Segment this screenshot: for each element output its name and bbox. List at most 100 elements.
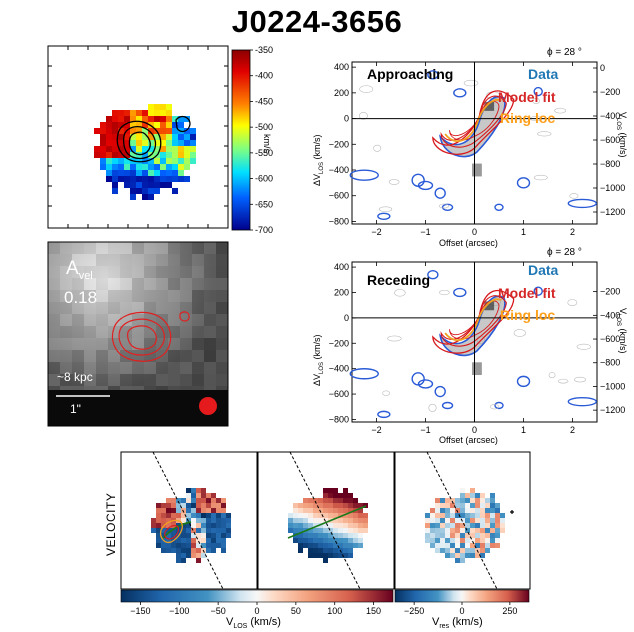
colorbar-tick-label: 50 [291,606,301,616]
bottom-pixel [480,533,485,538]
asymmetry-pixel [168,290,180,302]
bottom-pixel [328,548,333,553]
bottom-pixel [318,553,323,558]
asymmetry-pixel [216,254,228,266]
velocity-pixel [160,176,166,182]
velocity-pixel [130,176,136,182]
asymmetry-pixel [156,362,168,374]
velocity-pixel [172,188,178,194]
legend-ring-receding: Ring loc [500,307,556,323]
asymmetry-pixel [192,302,204,314]
bottom-pixel [470,518,475,523]
bottom-pixel [186,493,191,498]
asymmetry-pixel [48,302,60,314]
velocity-map-pixels [94,104,196,200]
velocity-pixel [160,116,166,122]
asymmetry-pixel [132,302,144,314]
velocity-pixel [154,182,160,188]
bottom-pixel [191,508,196,513]
asymmetry-map-pixels [48,242,228,398]
bottom-pixel [465,508,470,513]
bottom-pixel [343,553,348,558]
pv-noise-blob [358,111,368,120]
bottom-pixel [440,543,445,548]
velocity-pixel [166,176,172,182]
bottom-pixel [201,543,206,548]
pv-noise-blob [537,131,552,137]
asymmetry-pixel [108,278,120,290]
bottom-pixel [460,553,465,558]
asymmetry-pixel [180,302,192,314]
velocity-pixel [112,188,118,194]
pv-label-receding: Receding [367,272,431,288]
velocity-pixel [160,140,166,146]
bottom-pixel [445,498,450,503]
bottom-pixel [308,553,313,558]
asymmetry-pixel [120,302,132,314]
asymmetry-pixel [168,374,180,386]
asymmetry-pixel [192,278,204,290]
bottom-pixel [450,523,455,528]
asymmetry-pixel [180,266,192,278]
bottom-pixel [333,548,338,553]
pv-ytick-label: −200 [329,338,349,348]
bottom-pixel [445,538,450,543]
colorbar-tick-label: −100 [169,606,189,616]
bottom-pixel [151,518,156,523]
colorbar-tick-label: 0 [254,606,259,616]
velocity-pixel [178,140,184,146]
asymmetry-pixel [48,314,60,326]
asymmetry-pixel [72,314,84,326]
velocity-pixel [178,164,184,170]
velocity-pixel [160,164,166,170]
bottom-pixel [196,538,201,543]
velocity-pixel [172,164,178,170]
bottom-pixel [313,553,318,558]
bottom-pixel [191,513,196,518]
bottom-pixel [445,528,450,533]
bottom-pixel [216,503,221,508]
velocity-pixel [142,188,148,194]
bottom-pixel [435,498,440,503]
bottom-pixel [156,503,161,508]
asymmetry-pixel [204,326,216,338]
colorbar-tick-label: -350 [255,45,273,55]
bottom-pixel [186,503,191,508]
asymmetry-pixel [84,302,96,314]
bottom-pixel [485,508,490,513]
bottom-pixel [333,513,338,518]
legend-model-approaching: Model fit [498,89,556,105]
bottom-pixel [171,543,176,548]
bottom-pixel [206,538,211,543]
bottom-pixel [293,523,298,528]
pv-xtick-label: −2 [371,425,381,435]
bottom-pixel [176,498,181,503]
asymmetry-pixel [216,314,228,326]
pv-data-blob [349,169,379,181]
asymmetry-pixel [216,290,228,302]
vlos-data-map [120,451,258,590]
velocity-pixel [190,134,196,140]
bottom-pixel [485,533,490,538]
asymmetry-pixel [180,350,192,362]
pv-data-blob [533,86,543,97]
bottom-pixel [176,503,181,508]
velocity-pixel [112,134,118,140]
velocity-pixel [178,158,184,164]
bottom-pixel [480,518,485,523]
velocity-pixel [148,158,154,164]
bottom-pixel [475,538,480,543]
bottom-pixel [460,508,465,513]
bottom-pixel [465,523,470,528]
bottom-pixel [338,513,343,518]
bottom-pixel [475,543,480,548]
velocity-pixel [106,116,112,122]
asymmetry-pixel [108,350,120,362]
bottom-pixel [470,543,475,548]
bottom-pixel [343,513,348,518]
bottom-pixel [465,538,470,543]
velocity-pixel [142,128,148,134]
bottom-pixel [440,513,445,518]
bottom-pixel [465,503,470,508]
asymmetry-pixel [84,314,96,326]
